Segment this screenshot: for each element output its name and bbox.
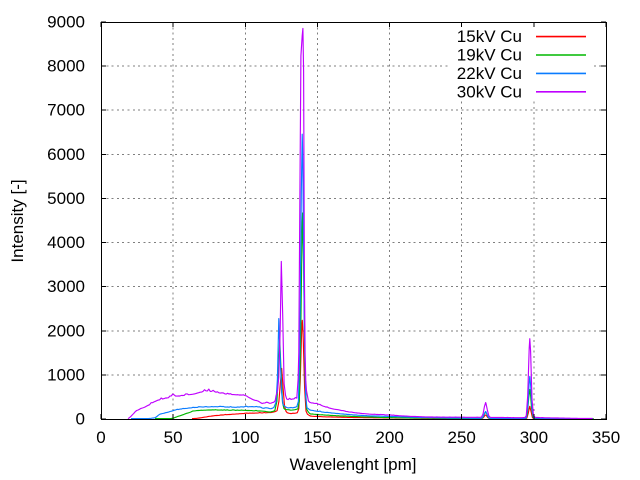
svg-text:100: 100 bbox=[231, 428, 259, 447]
svg-text:6000: 6000 bbox=[47, 145, 85, 164]
svg-text:19kV Cu: 19kV Cu bbox=[457, 46, 522, 65]
svg-text:5000: 5000 bbox=[47, 189, 85, 208]
svg-text:30kV Cu: 30kV Cu bbox=[457, 82, 522, 101]
svg-text:300: 300 bbox=[520, 428, 548, 447]
svg-text:350: 350 bbox=[592, 428, 620, 447]
svg-text:200: 200 bbox=[375, 428, 403, 447]
svg-text:8000: 8000 bbox=[47, 57, 85, 76]
svg-text:22kV Cu: 22kV Cu bbox=[457, 64, 522, 83]
svg-text:2000: 2000 bbox=[47, 321, 85, 340]
svg-text:0: 0 bbox=[76, 410, 85, 429]
svg-text:1000: 1000 bbox=[47, 365, 85, 384]
svg-text:9000: 9000 bbox=[47, 13, 85, 32]
svg-text:Intensity [-]: Intensity [-] bbox=[8, 179, 27, 262]
svg-text:50: 50 bbox=[164, 428, 183, 447]
svg-text:3000: 3000 bbox=[47, 277, 85, 296]
svg-text:250: 250 bbox=[448, 428, 476, 447]
svg-text:Wavelenght [pm]: Wavelenght [pm] bbox=[290, 455, 417, 474]
svg-text:7000: 7000 bbox=[47, 101, 85, 120]
svg-text:4000: 4000 bbox=[47, 233, 85, 252]
svg-text:0: 0 bbox=[96, 428, 105, 447]
svg-text:150: 150 bbox=[303, 428, 331, 447]
svg-text:15kV Cu: 15kV Cu bbox=[457, 27, 522, 46]
